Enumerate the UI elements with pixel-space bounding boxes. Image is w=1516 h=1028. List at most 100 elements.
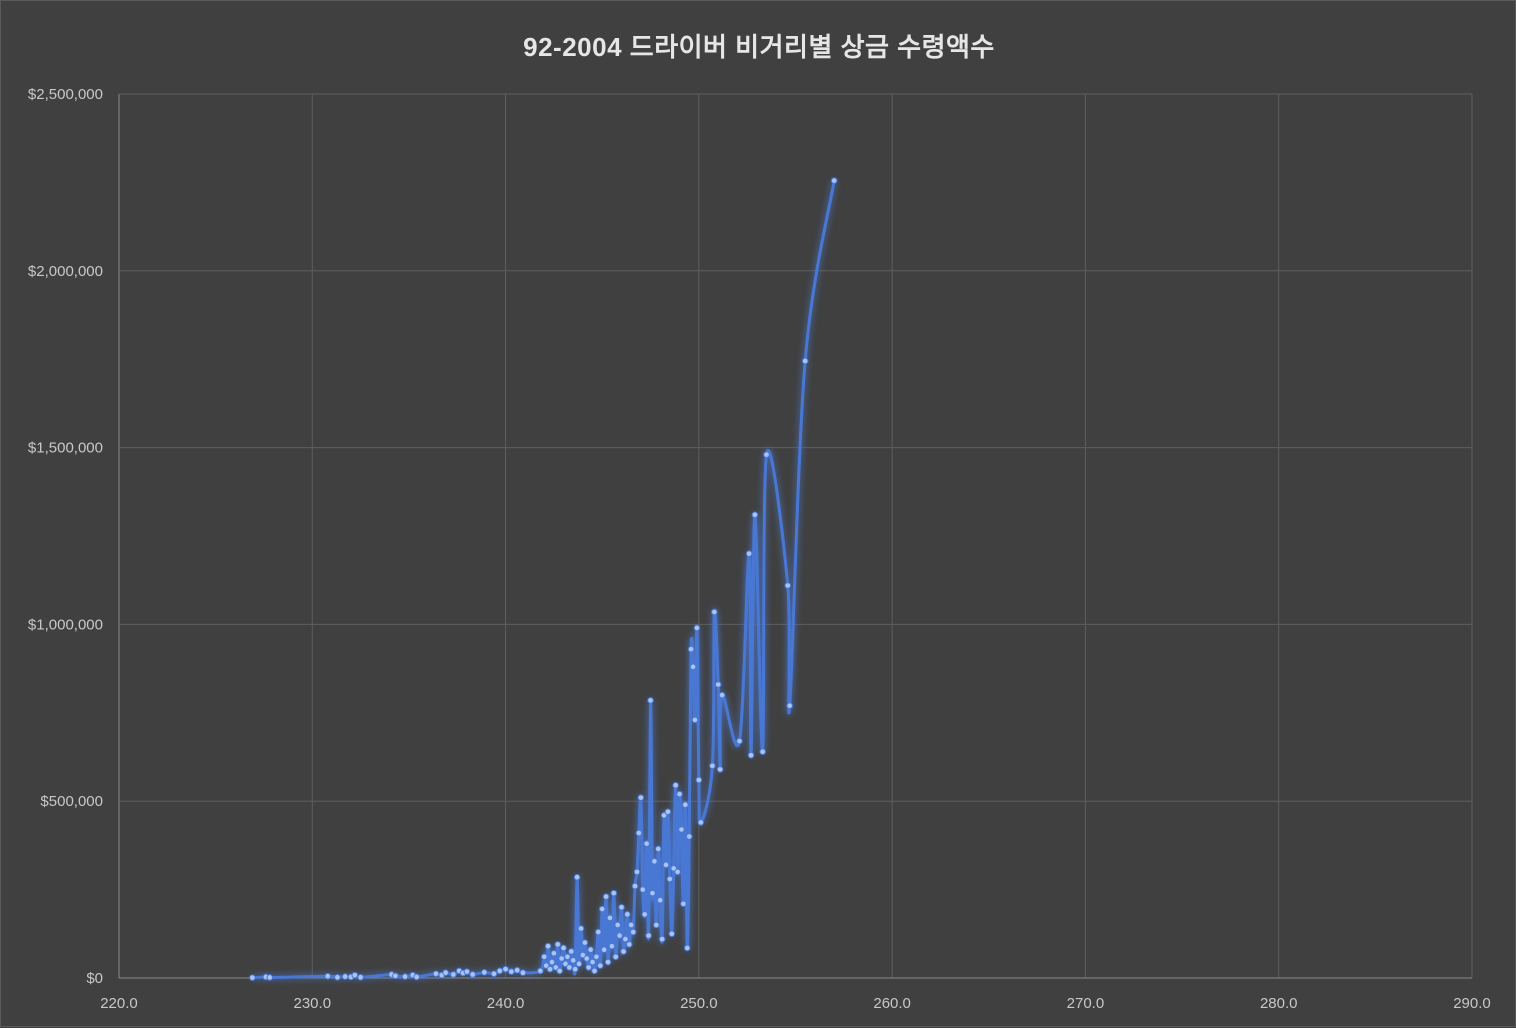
data-point: [691, 716, 699, 724]
data-point: [651, 858, 658, 865]
data-point: [558, 955, 565, 962]
data-point: [598, 905, 606, 913]
data-point: [600, 946, 608, 954]
data-point: [581, 939, 589, 946]
data-point: [830, 177, 838, 184]
data-point: [556, 967, 563, 975]
data-point: [747, 751, 755, 759]
data-point: [569, 957, 577, 964]
data-point: [564, 953, 571, 961]
data-point: [508, 968, 515, 975]
data-point: [577, 925, 585, 932]
series-line: [252, 180, 836, 980]
data-point: [334, 973, 341, 981]
data-point: [680, 900, 687, 908]
data-point: [554, 941, 562, 948]
data-point: [585, 964, 592, 971]
y-tick-label: $1,500,000: [28, 440, 103, 457]
data-point: [714, 681, 722, 688]
data-point: [596, 962, 604, 969]
data-point: [784, 582, 792, 589]
data-point: [583, 955, 591, 962]
data-point: [591, 967, 598, 975]
data-point: [593, 953, 600, 961]
data-point: [618, 903, 625, 911]
data-point: [656, 896, 664, 904]
data-point: [709, 762, 716, 770]
data-point: [683, 944, 691, 952]
data-point: [616, 932, 623, 939]
data-point: [662, 861, 670, 869]
data-point: [481, 969, 488, 976]
data-point: [620, 948, 627, 955]
data-point: [759, 748, 766, 755]
data-point: [614, 921, 621, 929]
data-point: [566, 964, 573, 971]
data-point: [432, 970, 440, 978]
data-point: [560, 944, 567, 952]
data-point: [689, 663, 697, 671]
data-point: [513, 966, 521, 974]
data-point: [668, 930, 676, 938]
data-point: [654, 845, 662, 853]
data-point: [595, 928, 602, 936]
data-point: [573, 873, 581, 881]
data-point: [666, 875, 674, 883]
data-point: [736, 737, 743, 745]
data-point: [625, 941, 633, 948]
data-point: [716, 766, 724, 773]
data-point: [463, 968, 471, 975]
data-point: [602, 893, 610, 900]
data-point: [442, 969, 449, 976]
data-point: [687, 645, 695, 653]
data-point: [548, 958, 556, 966]
x-tick-label: 240.0: [487, 995, 525, 1012]
y-tick-label: $1,000,000: [28, 616, 103, 633]
data-point: [629, 928, 637, 936]
data-point: [622, 935, 629, 943]
data-point: [341, 973, 349, 980]
data-point: [351, 971, 359, 979]
data-point: [612, 953, 620, 961]
data-point: [589, 958, 596, 966]
data-point: [469, 971, 477, 978]
data-point: [647, 697, 654, 704]
x-tick-label: 280.0: [1260, 995, 1298, 1012]
data-point: [540, 953, 548, 961]
data-point: [711, 608, 718, 616]
data-point: [575, 960, 583, 968]
data-point: [587, 946, 594, 954]
data-point: [718, 691, 726, 699]
data-point: [537, 967, 544, 975]
data-point: [633, 868, 641, 876]
data-point: [763, 451, 770, 458]
data-point: [658, 935, 666, 943]
data-point: [357, 973, 364, 981]
data-point: [502, 965, 509, 973]
data-point: [604, 958, 612, 966]
data-point: [637, 794, 645, 801]
data-point: [550, 949, 558, 957]
data-point: [519, 969, 527, 976]
data-point: [544, 942, 552, 950]
x-tick-label: 230.0: [294, 995, 332, 1012]
data-point: [697, 819, 705, 826]
data-point: [635, 829, 643, 837]
x-tick-label: 250.0: [680, 995, 718, 1012]
y-tick-label: $2,500,000: [28, 86, 103, 103]
data-point: [693, 624, 701, 632]
data-point: [649, 889, 656, 897]
tick-layer: 220.0 230.0 240.0 250.0 260.0 270.0 280.0 290.0…: [28, 86, 1491, 1012]
data-point: [392, 972, 399, 980]
data-point: [490, 970, 498, 978]
data-point: [608, 942, 616, 950]
data-point: [682, 801, 689, 809]
data-point: [653, 921, 660, 929]
data-point: [786, 702, 794, 710]
x-tick-label: 270.0: [1067, 995, 1105, 1012]
data-point: [745, 550, 753, 557]
chart-title: 92-2004 드라이버 비거리별 상금 수령액수: [523, 32, 995, 62]
data-point: [685, 833, 693, 840]
